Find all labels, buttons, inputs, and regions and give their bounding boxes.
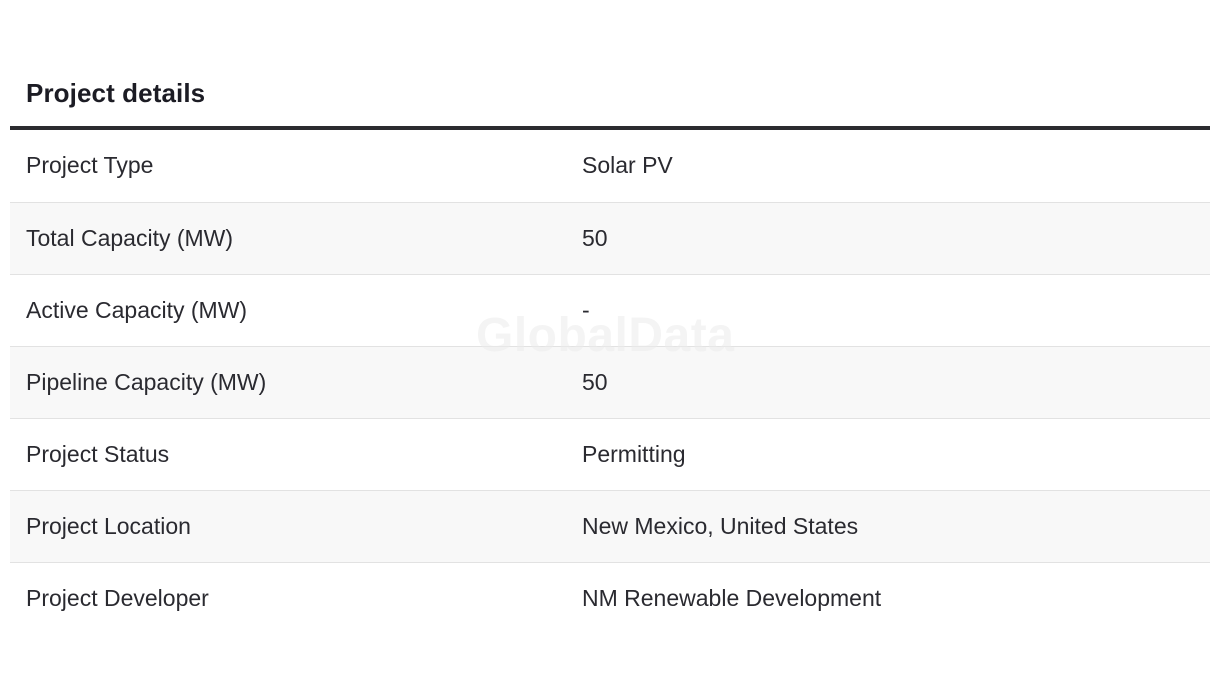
table-row: Project Developer NM Renewable Developme…	[10, 562, 1210, 634]
table-row: Project Type Solar PV	[10, 130, 1210, 202]
section-title: Project details	[26, 78, 206, 108]
table-row: Total Capacity (MW) 50	[10, 202, 1210, 274]
project-details-panel: Project details Project Type Solar PV To…	[10, 0, 1210, 634]
row-label: Pipeline Capacity (MW)	[26, 368, 267, 395]
row-value: 50	[582, 368, 608, 395]
table-row: Project Status Permitting	[10, 418, 1210, 490]
section-header: Project details	[10, 0, 1210, 130]
row-label: Project Developer	[26, 584, 209, 611]
row-label: Project Type	[26, 152, 154, 179]
table-row: Project Location New Mexico, United Stat…	[10, 490, 1210, 562]
row-label: Project Location	[26, 512, 191, 539]
row-value: 50	[582, 224, 608, 251]
row-label: Project Status	[26, 440, 170, 467]
project-details-table: Project Type Solar PV Total Capacity (MW…	[10, 130, 1210, 634]
row-value: Permitting	[582, 440, 686, 467]
row-value: Solar PV	[582, 152, 673, 179]
row-value: -	[582, 296, 590, 323]
table-row: Active Capacity (MW) -	[10, 274, 1210, 346]
row-label: Total Capacity (MW)	[26, 224, 234, 251]
row-value: New Mexico, United States	[582, 512, 859, 539]
row-value: NM Renewable Development	[582, 584, 882, 611]
row-label: Active Capacity (MW)	[26, 296, 248, 323]
table-row: Pipeline Capacity (MW) 50	[10, 346, 1210, 418]
